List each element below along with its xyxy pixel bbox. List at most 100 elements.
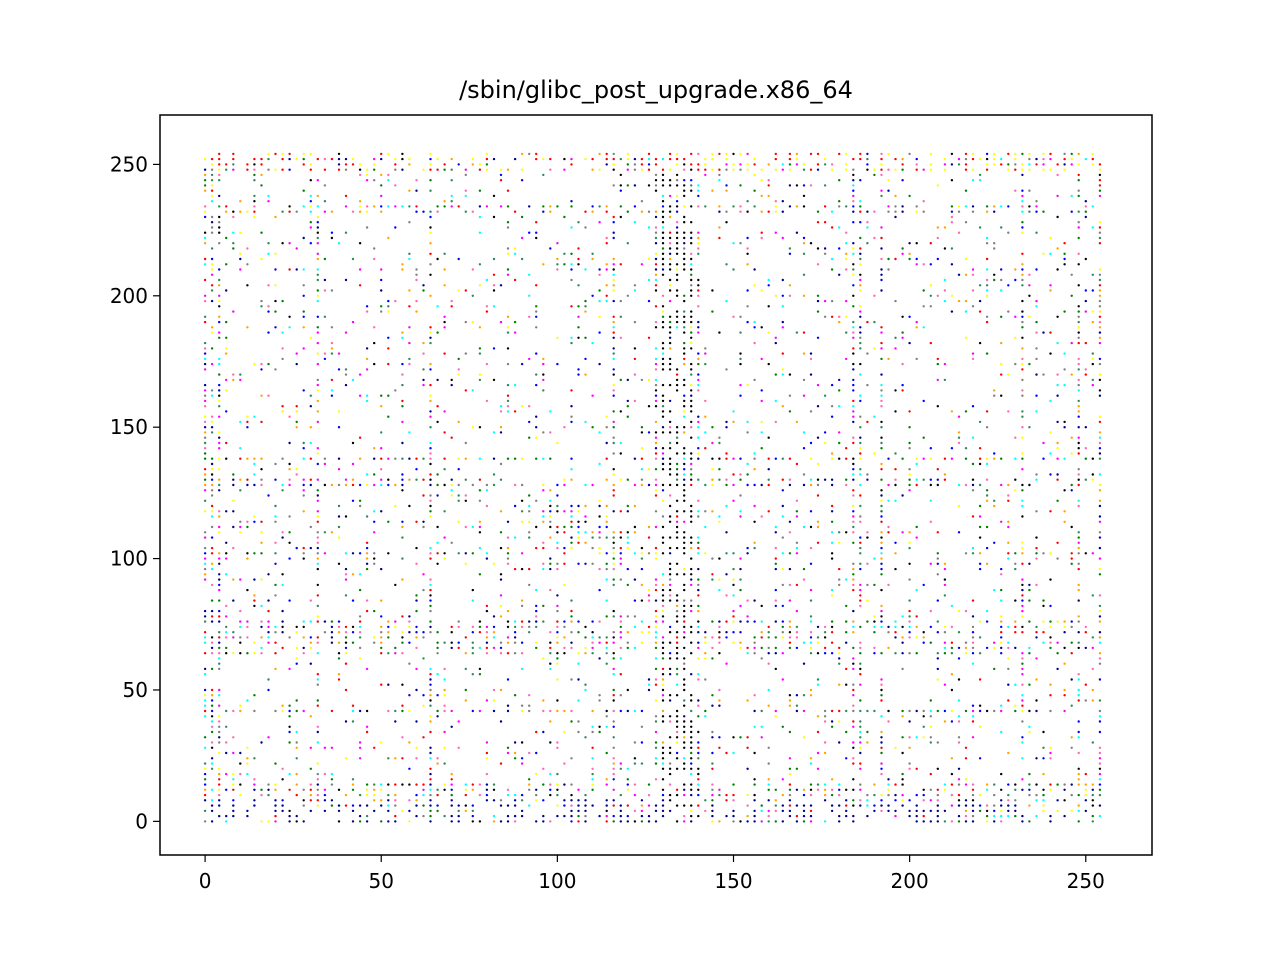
scatter-point — [380, 636, 383, 639]
scatter-point — [358, 504, 362, 508]
scatter-point — [612, 436, 615, 439]
scatter-point — [640, 725, 644, 728]
scatter-point — [528, 778, 531, 781]
scatter-point — [218, 405, 221, 408]
scatter-point — [429, 189, 432, 192]
scatter-point — [203, 368, 207, 371]
scatter-point — [915, 263, 918, 266]
scatter-point — [302, 646, 305, 650]
scatter-point — [485, 741, 489, 744]
scatter-point — [795, 804, 799, 807]
scatter-point — [210, 420, 214, 424]
scatter-point — [570, 278, 573, 282]
scatter-point — [1077, 699, 1080, 702]
scatter-point — [929, 788, 932, 791]
scatter-point — [387, 793, 390, 797]
scatter-point — [838, 247, 841, 250]
scatter-point — [309, 767, 312, 770]
scatter-point — [598, 299, 601, 303]
scatter-point — [218, 641, 221, 644]
scatter-point — [880, 678, 883, 681]
scatter-point — [732, 420, 735, 424]
scatter-point — [922, 168, 925, 171]
scatter-point — [253, 457, 256, 460]
scatter-point — [267, 783, 270, 786]
scatter-point — [894, 814, 897, 818]
scatter-point — [612, 347, 615, 350]
scatter-point — [1098, 294, 1102, 297]
scatter-point — [725, 662, 728, 665]
scatter-point — [520, 215, 524, 219]
scatter-point — [542, 489, 545, 492]
scatter-point — [1070, 552, 1073, 555]
scatter-point — [577, 562, 580, 565]
scatter-point — [394, 583, 397, 587]
scatter-point — [901, 799, 904, 802]
scatter-point — [830, 504, 834, 508]
scatter-point — [668, 573, 672, 576]
scatter-point — [971, 357, 975, 361]
scatter-point — [506, 557, 510, 560]
scatter-point — [429, 341, 432, 345]
scatter-point — [830, 531, 834, 534]
scatter-point — [675, 173, 679, 177]
scatter-point — [697, 772, 700, 776]
scatter-point — [690, 468, 693, 471]
scatter-point — [852, 168, 855, 171]
scatter-point — [654, 757, 658, 760]
scatter-point — [210, 389, 214, 392]
scatter-point — [513, 625, 517, 629]
scatter-point — [351, 804, 355, 807]
scatter-point — [316, 326, 319, 329]
scatter-point — [950, 709, 954, 713]
scatter-point — [577, 652, 580, 655]
scatter-point — [852, 252, 855, 255]
scatter-point — [1091, 667, 1095, 671]
scatter-point — [387, 478, 390, 481]
scatter-point — [1021, 562, 1024, 565]
scatter-point — [598, 362, 601, 366]
scatter-point — [690, 583, 693, 587]
scatter-point — [1056, 473, 1059, 476]
scatter-point — [964, 778, 968, 781]
scatter-point — [394, 184, 397, 187]
scatter-point — [739, 210, 742, 213]
scatter-point — [978, 536, 982, 539]
scatter-point — [344, 793, 348, 797]
scatter-point — [1035, 783, 1038, 786]
scatter-point — [429, 157, 432, 161]
scatter-point — [513, 483, 517, 487]
scatter-point — [506, 546, 510, 550]
scatter-point — [528, 152, 531, 156]
scatter-point — [633, 457, 637, 460]
scatter-point — [859, 305, 862, 308]
scatter-point — [253, 804, 256, 807]
scatter-point — [802, 168, 806, 171]
scatter-point — [683, 357, 686, 361]
scatter-point — [232, 799, 235, 802]
scatter-point — [556, 662, 559, 665]
scatter-point — [506, 405, 510, 408]
scatter-point — [788, 157, 792, 161]
scatter-point — [880, 257, 883, 261]
scatter-point — [520, 604, 524, 608]
scatter-point — [1098, 515, 1102, 518]
scatter-point — [1084, 310, 1088, 313]
scatter-point — [210, 620, 214, 623]
scatter-point — [654, 546, 658, 550]
scatter-point — [591, 205, 594, 208]
scatter-point — [542, 357, 545, 361]
scatter-point — [316, 242, 319, 245]
scatter-point — [210, 515, 214, 518]
scatter-point — [1014, 489, 1017, 492]
scatter-point — [852, 294, 855, 297]
scatter-point — [908, 799, 911, 802]
scatter-point — [302, 447, 305, 450]
scatter-point — [316, 231, 319, 234]
scatter-point — [964, 646, 968, 650]
scatter-point — [1098, 415, 1102, 418]
scatter-point — [1035, 636, 1038, 639]
scatter-point — [1098, 184, 1102, 187]
scatter-point — [499, 615, 503, 618]
scatter-point — [1035, 536, 1038, 539]
